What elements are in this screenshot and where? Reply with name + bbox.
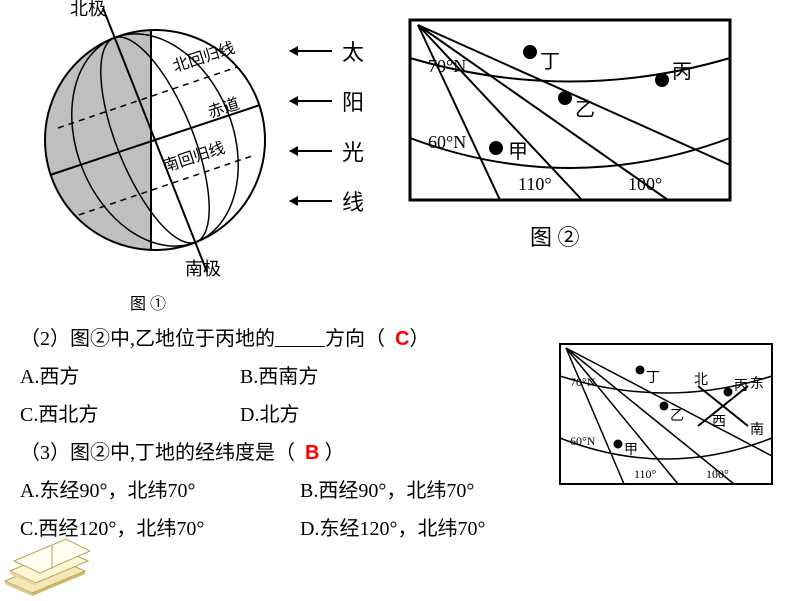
map2-figure: 70°N 60°N 110° 100° 丁 丙 乙 甲	[400, 10, 740, 240]
sun-label-3: 线	[342, 185, 364, 217]
lat-70: 70°N	[428, 56, 466, 76]
lon-110: 110°	[518, 174, 552, 194]
mini-lon-110: 110°	[634, 467, 657, 481]
q2-text-a: （2）图②中,乙地位于丙地的	[20, 328, 275, 350]
north-pole-label: 北极	[70, 0, 106, 19]
lat-60: 60°N	[428, 132, 466, 152]
compass-s: 南	[750, 422, 764, 438]
question-block: （2）图②中,乙地位于丙地的方向（ C） A.西方 B.西南方 C.西北方 D.…	[20, 320, 560, 548]
books-decoration	[0, 521, 90, 596]
point-ding: 丁	[540, 51, 560, 73]
figure1-label: 图 ①	[130, 290, 166, 314]
mini-jia: 甲	[624, 443, 638, 458]
blank	[275, 329, 325, 347]
sun-rays: 太 阳 光 线	[290, 35, 364, 235]
mini-lat-60: 60°N	[570, 434, 596, 448]
q2-opt-a: A.西方	[20, 358, 240, 396]
q3-text-b: ）	[324, 442, 344, 464]
mini-yi: 乙	[670, 408, 684, 424]
mini-map: 70°N 60°N 110° 100° 丁 丙 乙 甲 北 东 西 南	[556, 340, 776, 510]
q2-text-b: 方向（	[325, 328, 385, 350]
lon-100: 100°	[628, 174, 662, 194]
q3-opt-d: D.东经120°，北纬70°	[300, 510, 485, 548]
mini-lat-70: 70°N	[570, 375, 596, 389]
sun-label-2: 光	[342, 135, 364, 167]
q2-line: （2）图②中,乙地位于丙地的 方向（ C）	[20, 320, 560, 358]
q3-line: （3）图②中,丁地的经纬度是（ B ）	[20, 434, 560, 472]
q2-opt-b: B.西南方	[240, 358, 318, 396]
point-bing: 丙	[672, 61, 692, 83]
arrow-icon	[290, 50, 332, 52]
sun-label-0: 太	[342, 35, 364, 67]
q2-text-c: ）	[409, 328, 429, 350]
globe-svg: 北极 南极 北回归线 赤道 南回归线	[10, 0, 300, 280]
q3-opt-a: A.东经90°，北纬70°	[20, 472, 300, 510]
compass-w: 西	[712, 415, 726, 430]
mini-ding: 丁	[646, 371, 660, 386]
compass-n: 北	[694, 372, 708, 388]
arrow-icon	[290, 150, 332, 152]
south-pole-label: 南极	[185, 259, 221, 279]
point-jia: 甲	[508, 141, 528, 163]
q3-text-a: （3）图②中,丁地的经纬度是（	[20, 442, 295, 464]
map2-svg: 70°N 60°N 110° 100° 丁 丙 乙 甲	[400, 10, 740, 220]
figure2-label: 图 ②	[530, 220, 580, 252]
sun-label-1: 阳	[342, 85, 364, 117]
arrow-icon	[290, 100, 332, 102]
mini-map-svg: 70°N 60°N 110° 100° 丁 丙 乙 甲 北 东 西 南	[556, 340, 776, 510]
q2-answer: C	[395, 328, 409, 350]
arrow-icon	[290, 200, 332, 202]
q3-answer: B	[305, 442, 319, 464]
q2-opt-c: C.西北方	[20, 396, 240, 434]
mini-lon-100: 100°	[706, 467, 729, 481]
point-yi: 乙	[575, 99, 595, 121]
q2-opt-d: D.北方	[240, 396, 299, 434]
tropic-capricorn-label: 南回归线	[161, 139, 227, 176]
compass-e: 东	[750, 376, 764, 392]
q3-opt-b: B.西经90°，北纬70°	[300, 472, 474, 510]
equator-label: 赤道	[206, 95, 242, 122]
